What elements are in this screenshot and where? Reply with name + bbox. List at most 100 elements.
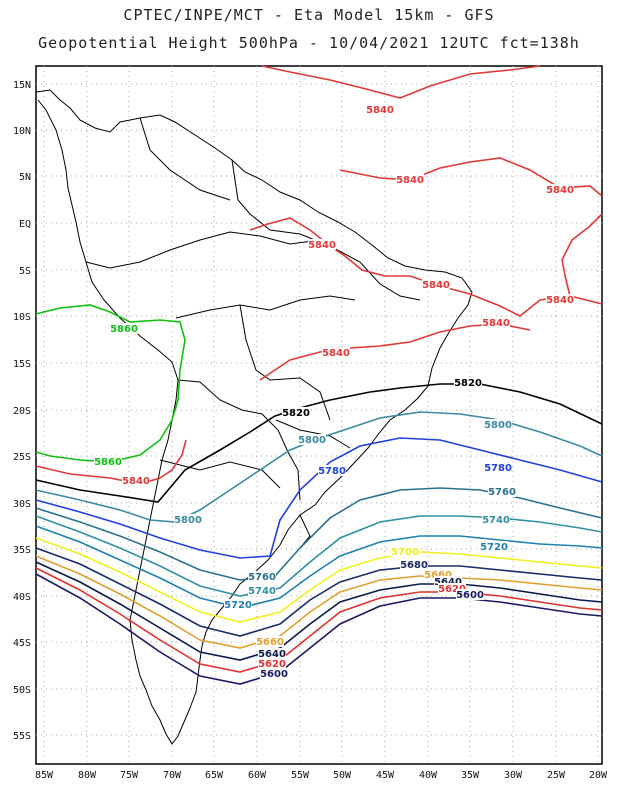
axis-labels: 15N 10N 5N EQ 5S 10S 15S 20S 25S 30S 35S 40S 45S 50S 5… — [13, 80, 608, 781]
contour-label: 5600 — [456, 590, 484, 601]
contour-label: 5640 — [434, 577, 462, 588]
contour-label: 5640 — [258, 649, 286, 660]
lat-label: 30S — [13, 499, 31, 510]
contour-5640 — [35, 561, 603, 661]
contour-5680 — [35, 547, 603, 637]
contour-label-bg — [480, 541, 508, 552]
lon-label: 30W — [504, 770, 523, 781]
contour-label: 5720 — [480, 542, 508, 553]
contour-label-bg — [256, 636, 284, 647]
contour-label: 5660 — [256, 637, 284, 648]
lat-label: 5N — [19, 172, 31, 183]
lon-label: 85W — [35, 770, 54, 781]
contour-label: 5840 — [396, 175, 424, 186]
contour-5700 — [35, 537, 603, 623]
contour-label: 5680 — [400, 560, 428, 571]
contour-label: 5700 — [391, 547, 419, 558]
contour-label: 5780 — [484, 463, 512, 474]
lat-label: 40S — [13, 592, 31, 603]
contour-label: 5740 — [248, 586, 276, 597]
contour-5740 — [35, 515, 603, 597]
contour-label-bg — [454, 377, 482, 388]
contour-5720 — [35, 525, 603, 609]
lon-label: 35W — [461, 770, 480, 781]
contour-label-bg — [318, 465, 346, 476]
lat-label: 50S — [13, 685, 31, 696]
contour-label-bg — [366, 104, 394, 115]
contour-label-bg — [400, 559, 428, 570]
contour-label: 5760 — [488, 487, 516, 498]
lon-label: 60W — [248, 770, 267, 781]
contour-label-bg — [488, 486, 516, 497]
contour-label: 5840 — [546, 295, 574, 306]
lon-label: 80W — [78, 770, 97, 781]
contour-label-bg — [456, 589, 484, 600]
contour-label: 5620 — [258, 659, 286, 670]
contour-label: 5840 — [482, 318, 510, 329]
lat-label: 25S — [13, 452, 31, 463]
lat-label: 15N — [13, 80, 31, 91]
contour-labels: 5840584058405840584058405840584058405860… — [94, 104, 574, 680]
contour-label: 5820 — [454, 378, 482, 389]
contour-label-bg — [258, 658, 286, 669]
contour-label: 5620 — [438, 584, 466, 595]
contour-label: 5840 — [122, 476, 150, 487]
contour-5600 — [35, 573, 603, 685]
contour-label-bg — [122, 475, 150, 486]
contour-label: 5840 — [422, 280, 450, 291]
contour-label-bg — [424, 569, 452, 580]
contour-label: 5860 — [110, 324, 138, 335]
contour-label-bg — [422, 279, 450, 290]
lat-label: 35S — [13, 545, 31, 556]
contour-label: 5780 — [318, 466, 346, 477]
contour-label-bg — [298, 434, 326, 445]
contour-label-bg — [224, 599, 252, 610]
contour-label-bg — [438, 583, 466, 594]
contour-label-bg — [546, 184, 574, 195]
contour-label: 5660 — [424, 570, 452, 581]
contour-label: 5800 — [174, 515, 202, 526]
contour-label: 5820 — [282, 408, 310, 419]
lon-label: 45W — [376, 770, 395, 781]
lon-label: 40W — [419, 770, 438, 781]
lon-label: 75W — [120, 770, 139, 781]
contour-label-bg — [110, 323, 138, 334]
contour-label-bg — [322, 347, 350, 358]
contour-label-bg — [482, 514, 510, 525]
contour-label-bg — [391, 546, 419, 557]
contour-5620 — [35, 567, 603, 673]
contour-label-bg — [248, 571, 276, 582]
contour-label-bg — [482, 317, 510, 328]
lat-label: 20S — [13, 406, 31, 417]
contour-5780 — [35, 437, 603, 559]
contour-label-bg — [396, 174, 424, 185]
contour-label-bg — [282, 407, 310, 418]
contour-label-bg — [484, 419, 512, 430]
lon-label: 65W — [205, 770, 224, 781]
contour-label: 5840 — [308, 240, 336, 251]
lat-label: 45S — [13, 638, 31, 649]
contour-label: 5860 — [94, 457, 122, 468]
contour-label-bg — [248, 585, 276, 596]
contour-5840-north — [261, 65, 541, 99]
contour-label-bg — [484, 462, 512, 473]
lat-label: 10N — [13, 126, 31, 137]
contour-label: 5840 — [546, 185, 574, 196]
lat-label: 15S — [13, 359, 31, 370]
contour-label: 5720 — [224, 600, 252, 611]
map-title: CPTEC/INPE/MCT - Eta Model 15km - GFS — [123, 6, 495, 24]
contour-label-bg — [260, 668, 288, 679]
contour-label: 5740 — [482, 515, 510, 526]
contour-label: 5840 — [322, 348, 350, 359]
map-frame — [35, 65, 603, 765]
map-subtitle: Geopotential Height 500hPa - 10/04/2021 … — [38, 34, 580, 52]
lon-label: 55W — [291, 770, 310, 781]
contour-label-bg — [174, 514, 202, 525]
contour-label: 5600 — [260, 669, 288, 680]
contour-label-bg — [434, 576, 462, 587]
contour-5840-east — [561, 213, 603, 297]
contour-label-bg — [308, 239, 336, 250]
contour-5660 — [35, 555, 603, 649]
lat-label: 55S — [13, 731, 31, 742]
lon-label: 25W — [547, 770, 566, 781]
